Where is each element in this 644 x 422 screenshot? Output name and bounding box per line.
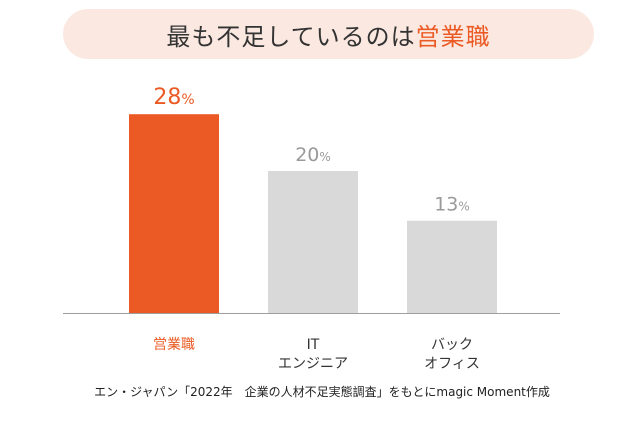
bar-1	[268, 171, 358, 313]
chart-title-highlight: 営業職	[415, 22, 491, 51]
chart-title: 最も不足しているのは 営業職	[63, 9, 594, 59]
value-label-0: 28%	[153, 85, 194, 110]
category-label-2: バックオフィス	[424, 337, 480, 372]
category-label-0: 営業職	[153, 337, 195, 353]
category-label-1: IT エンジニア	[278, 337, 348, 372]
chart-title-prefix: 最も不足しているのは	[166, 22, 416, 51]
bar-0	[129, 114, 219, 313]
value-label-1: 20%	[295, 144, 331, 166]
source-note: エン・ジャパン「2022年 企業の人材不足実態調査」をもとにmagic Mome…	[94, 385, 550, 399]
bar-2	[407, 220, 497, 313]
bar-chart: 28% 営業職 20% IT エンジニア 13% バックオフィス	[63, 85, 560, 372]
value-label-2: 13%	[434, 194, 470, 216]
